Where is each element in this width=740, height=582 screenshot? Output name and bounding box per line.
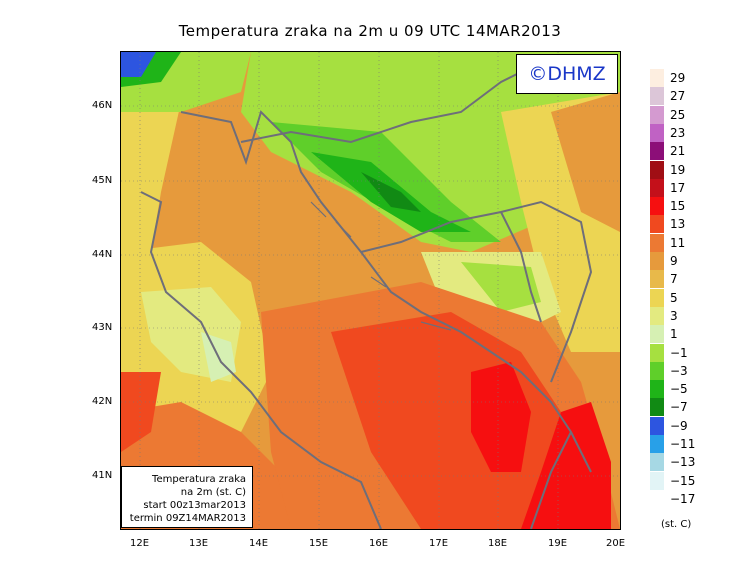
legend-swatch: [650, 325, 664, 344]
legend-swatch: [650, 270, 664, 289]
legend-swatch: [650, 233, 664, 252]
legend-swatch: [650, 380, 664, 399]
legend-swatch: [650, 178, 664, 197]
legend-swatch: [650, 288, 664, 307]
legend-swatch: [650, 252, 664, 270]
legend-label: −9: [670, 418, 688, 433]
legend-label: 5: [670, 290, 678, 305]
legend-swatch: [650, 343, 664, 362]
legend-swatch: [650, 123, 664, 142]
info-line-3: start 00z13mar2013: [143, 500, 246, 511]
lat-label-46n: 46N: [92, 100, 113, 111]
info-line-1: Temperatura zraka: [152, 474, 246, 485]
temperature-map: [120, 51, 621, 530]
legend-swatch: [650, 416, 664, 435]
legend-label: 25: [670, 107, 686, 122]
legend-swatch: [650, 215, 664, 234]
lon-label-12e: 12E: [130, 538, 150, 549]
legend-swatch: [650, 453, 664, 472]
legend-swatch: [650, 306, 664, 325]
legend-swatch: [650, 69, 664, 87]
legend-label: −15: [670, 473, 696, 488]
legend-label: −13: [670, 455, 696, 470]
legend-label: −17: [670, 491, 696, 506]
legend-label: 15: [670, 199, 686, 214]
legend-label: −11: [670, 437, 696, 451]
legend-label: −7: [670, 400, 688, 415]
legend-label: −5: [670, 382, 688, 397]
legend-label: 23: [670, 125, 686, 140]
legend-unit: (st. C): [661, 519, 692, 530]
temperature-field: [121, 52, 620, 529]
legend-swatch: [650, 398, 664, 417]
legend-swatch: [650, 471, 664, 490]
legend-swatch: [650, 142, 664, 161]
legend-swatch: [650, 105, 664, 124]
lon-label-13e: 13E: [189, 538, 209, 549]
lon-label-20e: 20E: [606, 538, 626, 549]
legend-label: 7: [670, 272, 678, 287]
legend-label: −1: [670, 345, 688, 360]
legend-label: 13: [670, 217, 686, 232]
legend-swatch: [650, 489, 664, 508]
info-line-4: termin 09Z14MAR2013: [129, 513, 246, 524]
legend-label: 17: [670, 180, 686, 195]
legend-label: −3: [670, 363, 688, 378]
legend-label: 1: [670, 327, 678, 342]
lon-label-16e: 16E: [369, 538, 389, 549]
lon-label-14e: 14E: [249, 538, 269, 549]
lat-label-43n: 43N: [92, 322, 113, 333]
info-line-2: na 2m (st. C): [180, 487, 246, 498]
map-title: Temperatura zraka na 2m u 09 UTC 14MAR20…: [178, 22, 562, 40]
legend-label: 27: [670, 89, 686, 104]
lon-label-19e: 19E: [548, 538, 568, 549]
lon-label-17e: 17E: [429, 538, 449, 549]
legend-swatch: [650, 87, 664, 106]
legend-label: 19: [670, 162, 686, 177]
lat-label-41n: 41N: [92, 470, 113, 481]
lon-label-15e: 15E: [309, 538, 329, 549]
lat-label-42n: 42N: [92, 396, 113, 407]
dhmz-watermark: ©DHMZ: [516, 54, 618, 94]
legend-swatch: [650, 435, 664, 453]
legend-swatch: [650, 197, 664, 216]
lon-label-18e: 18E: [488, 538, 508, 549]
lat-label-45n: 45N: [92, 175, 113, 186]
legend-label: 29: [670, 71, 686, 85]
legend-label: 11: [670, 235, 686, 250]
legend-label: 9: [670, 254, 678, 268]
legend-label: 3: [670, 308, 678, 323]
legend-swatch: [650, 361, 664, 380]
legend-label: 21: [670, 144, 686, 159]
info-box: Temperatura zraka na 2m (st. C) start 00…: [121, 466, 253, 528]
lat-label-44n: 44N: [92, 249, 113, 260]
legend-swatch: [650, 160, 664, 179]
